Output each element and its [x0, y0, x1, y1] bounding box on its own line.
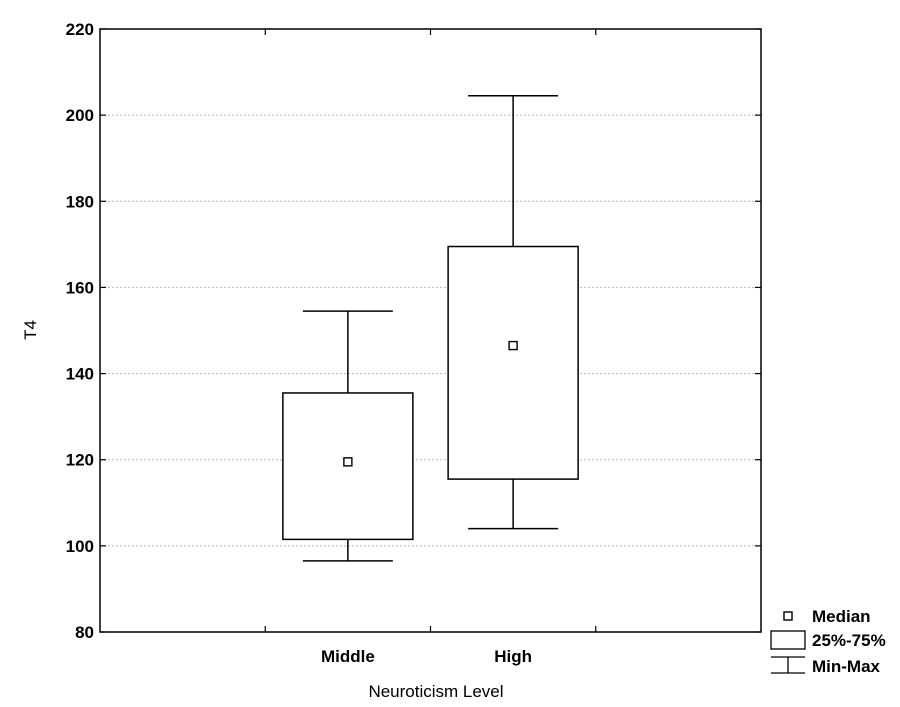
y-tick-label: 200 [66, 106, 94, 125]
legend-label: Median [812, 607, 871, 626]
plot-frame [99, 28, 762, 633]
legend-label: 25%-75% [812, 631, 886, 650]
x-category-label: Middle [321, 647, 375, 666]
box-group [282, 310, 414, 562]
y-tick-label: 100 [66, 537, 94, 556]
legend-median-symbol [783, 611, 793, 621]
x-axis-title: Neuroticism Level [368, 682, 503, 701]
legend-label: Min-Max [812, 657, 881, 676]
x-axis-ticks: Middle High [264, 29, 597, 666]
y-axis-ticks: 80 100 120 140 160 180 200 220 [66, 20, 761, 642]
y-tick-label: 160 [66, 278, 94, 297]
iqr-box [447, 245, 579, 480]
boxes [282, 95, 579, 562]
legend-entry: Median [783, 607, 871, 626]
y-tick-label: 80 [75, 623, 94, 642]
y-tick-label: 180 [66, 192, 94, 211]
legend: Median 25%-75% Min-Max [770, 607, 886, 676]
legend-entry: Min-Max [771, 656, 881, 676]
median-marker [508, 340, 518, 351]
y-tick-label: 120 [66, 451, 94, 470]
y-axis-title: T4 [21, 320, 40, 340]
plot-area [100, 29, 761, 632]
y-tick-label: 140 [66, 365, 94, 384]
median-marker [343, 457, 353, 467]
y-tick-label: 220 [66, 20, 94, 39]
box-group [447, 95, 579, 530]
legend-entry: 25%-75% [770, 630, 886, 650]
legend-box-symbol [770, 630, 806, 650]
x-category-label: High [494, 647, 532, 666]
